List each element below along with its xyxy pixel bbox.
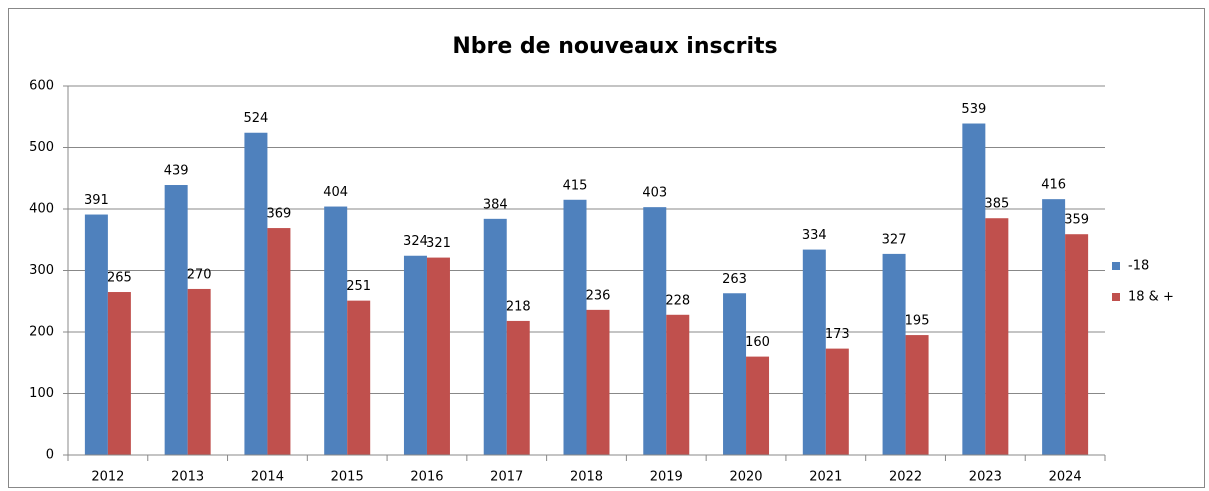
legend-swatch [1112, 293, 1120, 301]
x-tick-label: 2022 [889, 470, 922, 485]
y-tick-label: 300 [29, 263, 54, 278]
bar [164, 185, 188, 455]
bar [426, 257, 450, 455]
chart-title: Nbre de nouveaux inscrits [452, 34, 777, 59]
bar [107, 292, 131, 455]
value-label: 359 [1064, 213, 1089, 228]
bar [244, 132, 268, 456]
bar [187, 288, 211, 455]
value-label: 265 [107, 271, 132, 286]
x-tick-label: 2016 [410, 470, 443, 485]
value-label: 404 [323, 185, 348, 200]
bar [666, 314, 690, 455]
bar [84, 214, 108, 455]
value-label: 334 [802, 228, 827, 243]
x-tick-label: 2020 [729, 470, 762, 485]
bar [802, 249, 826, 455]
x-tick-label: 2017 [490, 470, 523, 485]
x-tick-label: 2019 [650, 470, 683, 485]
value-label: 369 [267, 207, 292, 222]
legend-label: 18 & + [1128, 290, 1174, 305]
x-tick-label: 2014 [251, 470, 284, 485]
value-label: 270 [187, 267, 212, 282]
value-label: 403 [642, 186, 667, 201]
bar [723, 293, 747, 455]
value-label: 321 [426, 236, 451, 251]
bar [347, 300, 371, 455]
bar [825, 348, 849, 455]
bar [882, 253, 906, 455]
value-label: 415 [563, 178, 588, 193]
y-tick-label: 0 [46, 448, 54, 463]
y-tick-label: 500 [29, 140, 54, 155]
value-label: 218 [506, 299, 531, 314]
bar [483, 218, 507, 455]
value-label: 324 [403, 234, 428, 249]
value-label: 391 [84, 193, 109, 208]
x-tick-label: 2021 [809, 470, 842, 485]
value-label: 327 [882, 232, 907, 247]
value-label: 263 [722, 272, 747, 287]
bar [643, 207, 667, 455]
value-label: 416 [1041, 178, 1066, 193]
bar [324, 206, 348, 455]
value-label: 160 [745, 335, 770, 350]
value-label: 524 [244, 111, 269, 126]
bar [267, 228, 291, 455]
value-label: 384 [483, 197, 508, 212]
x-tick-label: 2015 [331, 470, 364, 485]
value-label: 173 [825, 327, 850, 342]
bar [506, 320, 530, 455]
y-tick-label: 400 [29, 202, 54, 217]
bar [962, 123, 986, 455]
bar [1042, 199, 1066, 455]
value-label: 236 [586, 288, 611, 303]
value-label: 385 [984, 197, 1009, 212]
bar [563, 199, 587, 455]
bar [746, 356, 770, 455]
value-label: 228 [665, 293, 690, 308]
y-tick-label: 200 [29, 325, 54, 340]
bar [905, 335, 929, 455]
x-tick-label: 2024 [1049, 470, 1082, 485]
bar [1065, 234, 1089, 455]
value-label: 195 [905, 314, 930, 329]
value-label: 251 [346, 279, 371, 294]
legend-swatch [1112, 262, 1120, 270]
x-tick-label: 2018 [570, 470, 603, 485]
y-tick-label: 600 [29, 79, 54, 94]
value-label: 539 [961, 102, 986, 117]
x-tick-label: 2013 [171, 470, 204, 485]
x-tick-label: 2012 [91, 470, 124, 485]
y-tick-label: 100 [29, 386, 54, 401]
bar [985, 218, 1009, 455]
bar [586, 309, 610, 455]
value-label: 439 [164, 164, 189, 179]
x-tick-label: 2023 [969, 470, 1002, 485]
legend-label: -18 [1128, 259, 1149, 274]
bar [403, 255, 427, 455]
